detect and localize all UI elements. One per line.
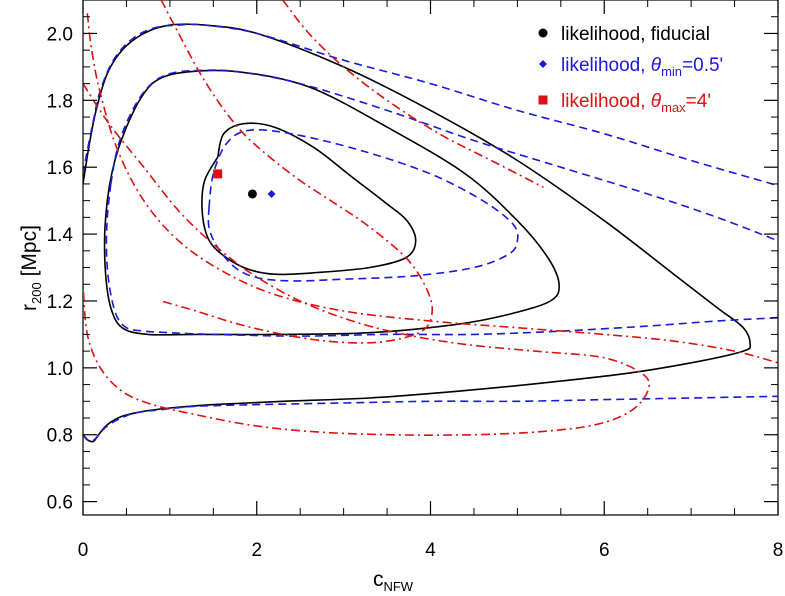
- y-tick-label: 1.2: [47, 292, 73, 313]
- contour-theta-max-inner: [160, 0, 434, 344]
- x-axis-title-sub: NFW: [383, 579, 413, 594]
- legend: likelihood, fiducial likelihood, θmin=0.…: [538, 24, 723, 115]
- legend-marker-diamond: [539, 60, 547, 68]
- y-axis-title-main: r: [18, 304, 41, 311]
- contour-theta-min-outer-open: [83, 395, 778, 443]
- contour-theta-min-middle-open: [105, 183, 778, 337]
- y-tick-label: 1.6: [47, 158, 73, 179]
- x-axis-title-main: c: [373, 568, 384, 591]
- contour-theta-max-middle: [83, 83, 650, 436]
- x-tick-label: 4: [425, 540, 436, 561]
- y-tick-label: 0.6: [47, 493, 73, 514]
- y-tick-label: 0.8: [47, 426, 73, 447]
- x-tick-label: 6: [599, 540, 610, 561]
- legend-label-theta-min-symbol: θ: [651, 55, 662, 76]
- contour-lines: [83, 0, 778, 443]
- legend-label-theta-max-sub: max: [661, 100, 686, 115]
- best-fit-point-theta-max: [213, 169, 223, 179]
- y-tick-label: 1.8: [47, 91, 73, 112]
- y-tick-label: 1.0: [47, 359, 73, 380]
- axis-ticks: 0 2 4 6 8 0.6 0.8 1.0 1.2 1.4 1.6 1.8 2.0: [47, 0, 784, 561]
- y-tick-label: 1.4: [47, 225, 74, 246]
- contour-theta-min-inner: [207, 128, 519, 282]
- y-axis-title-rest: [Mpc]: [18, 225, 41, 282]
- contour-fiducial-inner: [201, 122, 417, 276]
- legend-label-theta-min-suffix: =0.5': [682, 55, 723, 76]
- legend-marker-square: [538, 95, 548, 105]
- legend-label-theta-max: likelihood, θmax=4': [561, 91, 711, 115]
- legend-label-theta-max-prefix: likelihood,: [561, 91, 651, 112]
- contour-theta-max-outer-open: [86, 13, 778, 364]
- best-fit-point-fiducial: [247, 189, 257, 199]
- contour-theta-max-outer-open: [282, 0, 544, 189]
- legend-label-theta-max-suffix: =4': [686, 91, 711, 112]
- contour-fiducial-outer: [83, 23, 752, 443]
- best-fit-point-theta-min: [267, 189, 276, 198]
- legend-item-fiducial: likelihood, fiducial: [538, 24, 710, 45]
- legend-label-theta-min: likelihood, θmin=0.5': [561, 55, 723, 79]
- legend-label-fiducial: likelihood, fiducial: [561, 24, 710, 45]
- contour-theta-min-outer-open: [83, 23, 778, 187]
- legend-label-theta-min-prefix: likelihood,: [561, 55, 651, 76]
- legend-item-theta-max: likelihood, θmax=4': [538, 91, 711, 115]
- x-tick-label: 2: [251, 540, 262, 561]
- x-tick-label: 8: [773, 540, 784, 561]
- y-tick-label: 2.0: [47, 24, 73, 45]
- legend-label-theta-min-sub: min: [661, 64, 682, 79]
- legend-item-theta-min: likelihood, θmin=0.5': [539, 55, 723, 79]
- y-axis-title-sub: 200: [29, 282, 44, 304]
- x-axis-title: cNFW: [373, 568, 414, 594]
- legend-marker-circle: [538, 28, 548, 38]
- contour-fiducial-middle: [103, 69, 560, 336]
- legend-label-theta-max-symbol: θ: [651, 91, 662, 112]
- x-tick-label: 0: [78, 540, 89, 561]
- contour-theta-min-middle-open: [110, 69, 778, 242]
- y-axis-title: r200 [Mpc]: [18, 225, 44, 311]
- best-fit-points: [213, 169, 276, 199]
